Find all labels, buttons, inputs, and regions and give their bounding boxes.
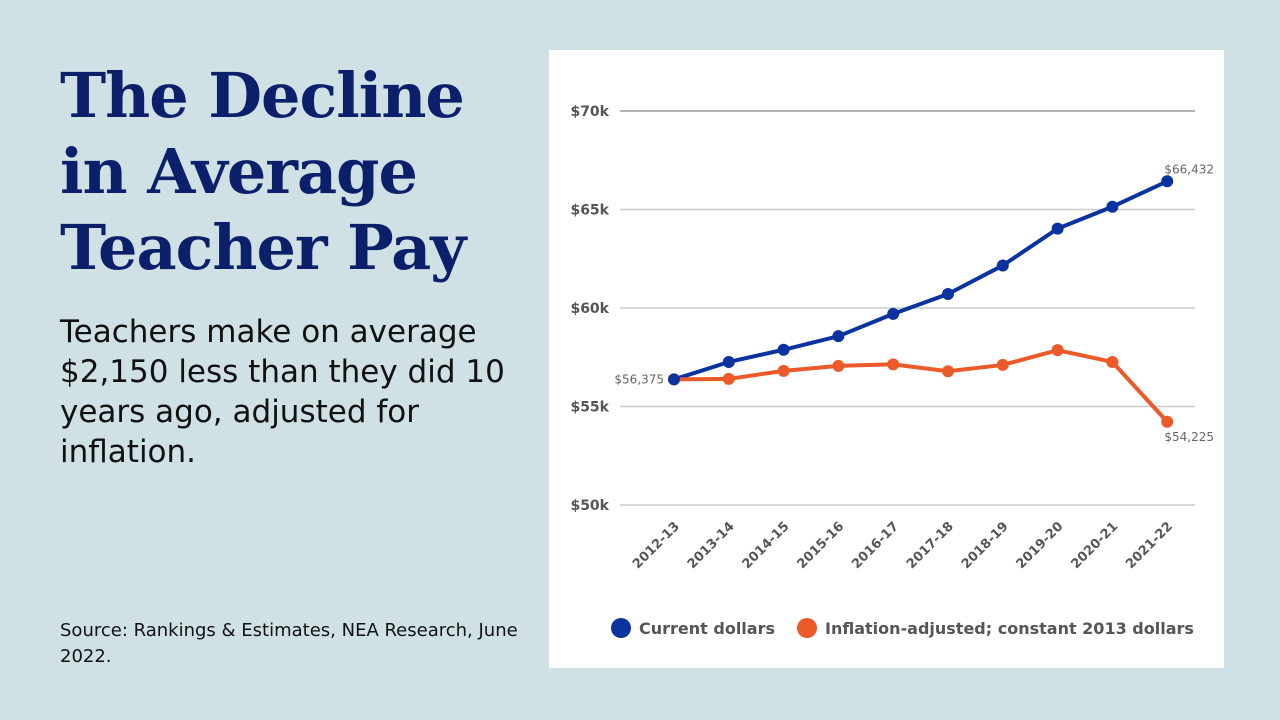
x-tick-label: 2020-21 (1068, 519, 1121, 572)
data-label: $56,375 (614, 372, 664, 386)
data-label: $66,432 (1164, 162, 1214, 176)
data-point (996, 358, 1009, 371)
data-point (1051, 222, 1064, 235)
x-tick-label: 2018-19 (959, 519, 1012, 572)
y-tick-label: $60k (570, 301, 609, 317)
x-tick-label: 2012-13 (630, 519, 683, 572)
legend-item-current: Current dollars (611, 618, 775, 638)
y-tick-label: $55k (570, 400, 609, 416)
line-chart: $50k $55k $60k $65k $70k 2012-13 2013-14 2014-1… (570, 104, 1214, 572)
source-note: Source: Rankings & Estimates, NEA Resear… (60, 620, 518, 667)
x-tick-label: 2015-16 (794, 519, 847, 572)
legend-item-inflation-adjusted: Inflation-adjusted; constant 2013 dollar… (797, 618, 1194, 638)
x-tick-label: 2013-14 (685, 519, 738, 572)
data-point (887, 358, 900, 371)
subtitle: Teachers make on average $2,150 less tha… (60, 314, 505, 470)
data-point (1161, 415, 1174, 428)
y-tick-label: $70k (570, 104, 609, 120)
page-title: The Decline in Average Teacher Pay (60, 59, 466, 284)
data-point (942, 365, 954, 378)
x-tick-label: 2021-22 (1123, 519, 1176, 572)
x-tick-label: 2019-20 (1014, 519, 1067, 572)
legend-marker-icon (611, 618, 631, 638)
data-point (722, 355, 735, 368)
legend-label: Inflation-adjusted; constant 2013 dollar… (825, 618, 1194, 638)
data-label: $54,225 (1164, 430, 1214, 444)
data-point (996, 259, 1009, 272)
y-tick-label: $65k (570, 203, 609, 219)
y-tick-label: $50k (570, 498, 609, 514)
data-point (777, 343, 790, 356)
x-tick-label: 2016-17 (849, 519, 902, 572)
data-point (832, 330, 845, 343)
data-point (1161, 175, 1174, 188)
legend-marker-icon (797, 618, 817, 638)
legend: Current dollars Inflation-adjusted; cons… (611, 618, 1216, 638)
series-line-0 (673, 179, 1169, 382)
x-tick-label: 2017-18 (904, 519, 957, 572)
data-point (722, 372, 735, 385)
data-point (942, 288, 954, 301)
data-point (887, 307, 900, 320)
series-line-1 (673, 348, 1169, 424)
legend-label: Current dollars (639, 618, 775, 638)
chart-card: $50k $55k $60k $65k $70k 2012-13 2013-14 2014-1… (549, 50, 1224, 668)
data-point (832, 359, 845, 372)
data-point (1051, 344, 1064, 357)
data-point (1106, 200, 1119, 213)
data-point (668, 373, 680, 386)
data-point (777, 364, 790, 377)
data-point (1106, 355, 1119, 368)
x-tick-label: 2014-15 (740, 519, 793, 572)
